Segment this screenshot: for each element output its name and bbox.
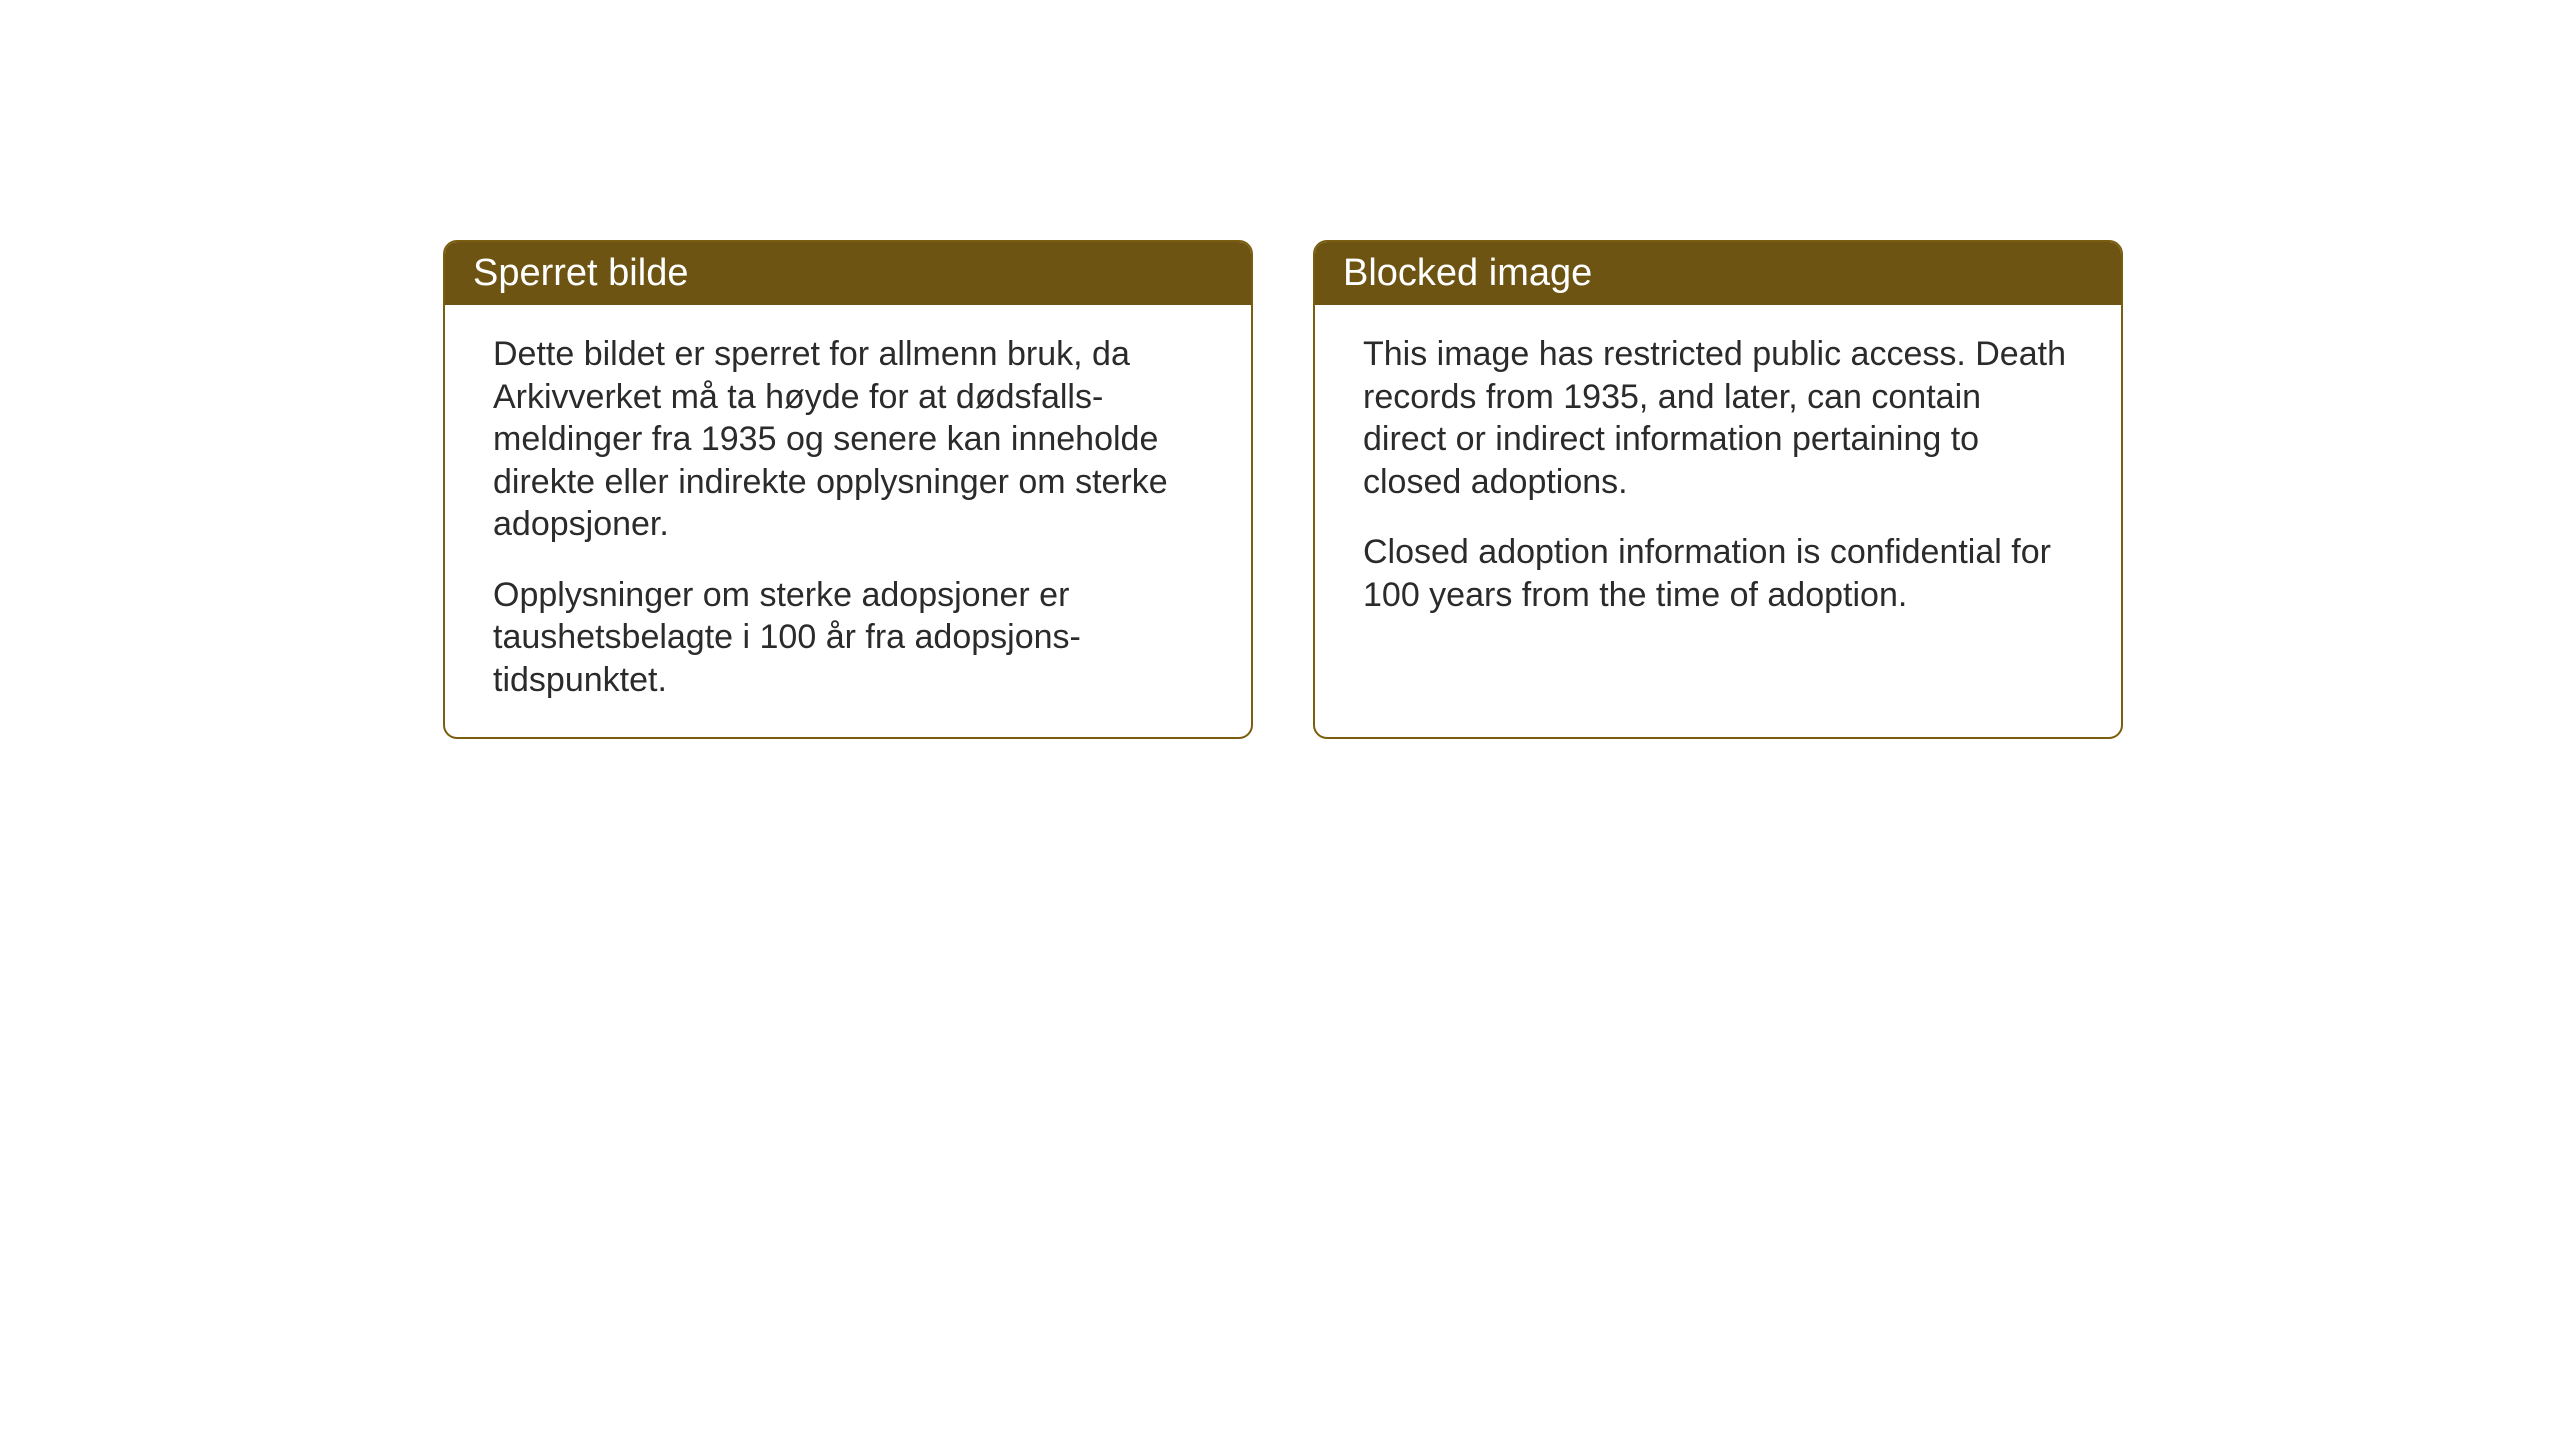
english-card-body: This image has restricted public access.… — [1315, 305, 2121, 652]
norwegian-paragraph-1: Dette bildet er sperret for allmenn bruk… — [493, 333, 1203, 546]
english-card-title: Blocked image — [1343, 252, 1592, 294]
norwegian-card-title: Sperret bilde — [473, 252, 688, 294]
norwegian-card: Sperret bilde Dette bildet er sperret fo… — [443, 240, 1253, 739]
norwegian-paragraph-2: Opplysninger om sterke adopsjoner er tau… — [493, 574, 1203, 702]
norwegian-card-body: Dette bildet er sperret for allmenn bruk… — [445, 305, 1251, 737]
english-card: Blocked image This image has restricted … — [1313, 240, 2123, 739]
english-paragraph-1: This image has restricted public access.… — [1363, 333, 2073, 503]
cards-container: Sperret bilde Dette bildet er sperret fo… — [443, 240, 2123, 739]
norwegian-card-header: Sperret bilde — [445, 242, 1251, 305]
english-paragraph-2: Closed adoption information is confident… — [1363, 531, 2073, 616]
english-card-header: Blocked image — [1315, 242, 2121, 305]
